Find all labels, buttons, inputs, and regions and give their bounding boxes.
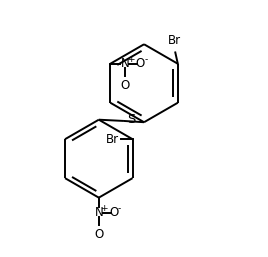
Text: Br: Br [168, 34, 181, 47]
Text: O: O [121, 79, 130, 92]
Text: -: - [118, 204, 121, 213]
Text: +: + [100, 204, 107, 213]
Text: S: S [127, 113, 135, 126]
Text: Br: Br [106, 133, 119, 146]
Text: O: O [109, 206, 118, 219]
Text: -: - [144, 55, 148, 64]
Text: O: O [94, 228, 103, 241]
Text: +: + [127, 55, 134, 64]
Text: O: O [136, 57, 145, 70]
Text: N: N [121, 57, 130, 70]
Text: N: N [94, 206, 103, 219]
